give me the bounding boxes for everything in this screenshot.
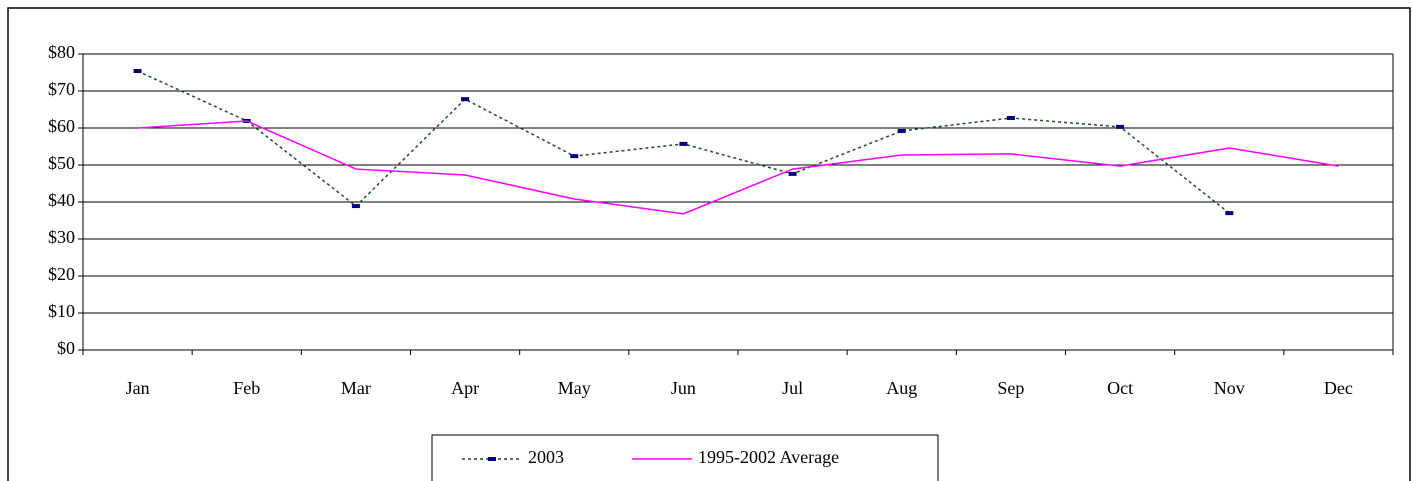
legend: 2003 1995-2002 Average (431, 434, 939, 481)
x-tick-label: Aug (886, 378, 917, 398)
y-tick-label: $80 (48, 42, 75, 62)
marker (679, 141, 688, 146)
x-tick-label: Jul (782, 378, 803, 398)
y-tick-label: $30 (48, 227, 75, 247)
x-tick-label: Feb (233, 378, 260, 398)
chart-border (7, 7, 1411, 481)
series-line (137, 120, 1339, 215)
x-tick-label: Sep (997, 378, 1024, 398)
legend-label: 1995-2002 Average (698, 447, 839, 467)
x-tick-label: Mar (341, 378, 371, 398)
marker (788, 171, 797, 176)
marker (1006, 116, 1015, 121)
marker (461, 97, 470, 102)
x-tick-label: Oct (1107, 378, 1133, 398)
x-tick-label: Jun (671, 378, 696, 398)
y-tick-label: $70 (48, 79, 75, 99)
y-tick-label: $40 (48, 190, 75, 210)
marker (1116, 124, 1125, 129)
y-tick-label: $60 (48, 116, 75, 136)
marker (133, 69, 142, 74)
x-tick-label: Jan (126, 378, 150, 398)
x-tick-label: Dec (1324, 378, 1353, 398)
y-tick-label: $20 (48, 264, 75, 284)
legend-box (431, 434, 939, 481)
x-tick-label: Nov (1214, 378, 1245, 398)
y-tick-label: $50 (48, 153, 75, 173)
legend-label: 2003 (528, 447, 564, 467)
marker (570, 154, 579, 159)
y-tick-label: $0 (57, 338, 75, 358)
marker (351, 204, 360, 209)
marker (1225, 211, 1234, 216)
y-tick-label: $10 (48, 301, 75, 321)
x-tick-label: Apr (451, 378, 479, 398)
marker (897, 128, 906, 133)
legend-marker (488, 457, 496, 461)
x-tick-label: May (558, 378, 591, 398)
